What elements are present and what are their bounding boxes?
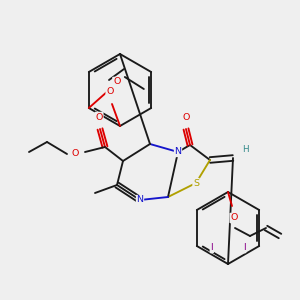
Text: O: O — [230, 214, 238, 223]
Text: I: I — [243, 244, 246, 253]
Text: N: N — [175, 148, 182, 157]
Text: O: O — [71, 149, 79, 158]
Text: O: O — [182, 112, 190, 122]
Text: O: O — [106, 86, 114, 95]
Text: H: H — [242, 146, 248, 154]
Text: O: O — [230, 214, 238, 223]
Text: I: I — [210, 244, 213, 253]
Text: O: O — [95, 112, 103, 122]
Text: O: O — [71, 149, 79, 158]
Text: H: H — [242, 146, 248, 154]
Text: S: S — [193, 178, 199, 188]
Text: I: I — [210, 244, 213, 253]
Text: O: O — [113, 77, 121, 86]
Text: N: N — [136, 196, 143, 205]
Text: O: O — [106, 86, 114, 95]
Text: I: I — [243, 244, 246, 253]
Text: O: O — [113, 77, 121, 86]
Text: O: O — [95, 112, 103, 122]
